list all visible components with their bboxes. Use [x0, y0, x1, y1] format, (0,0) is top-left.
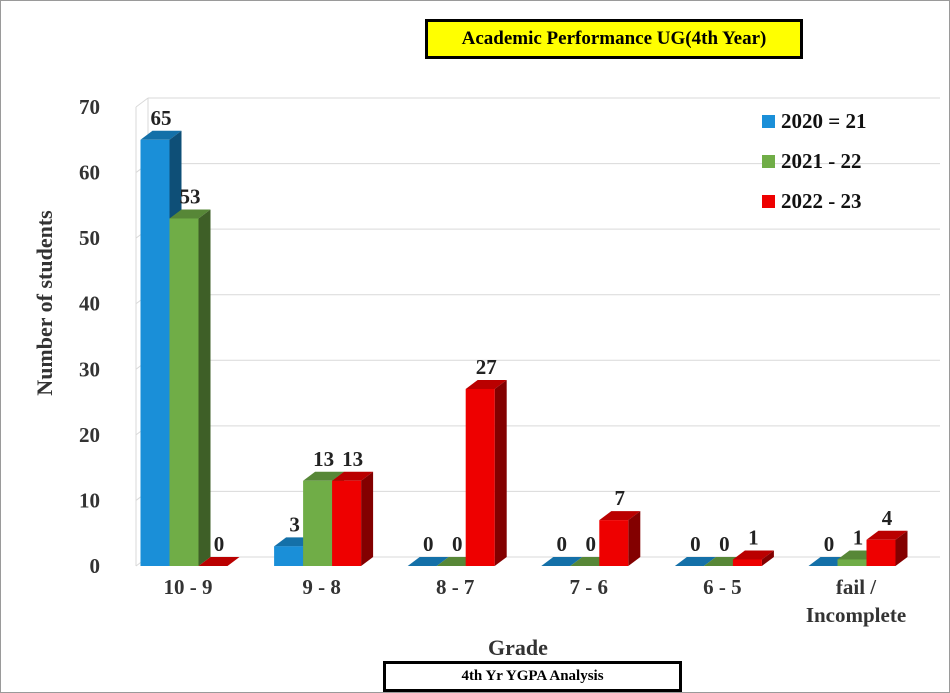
data-label: 13	[342, 447, 363, 471]
data-label: 1	[853, 525, 864, 549]
data-label: 0	[557, 532, 568, 556]
chart-caption: 4th Yr YGPA Analysis	[461, 668, 604, 684]
bar-top	[303, 471, 345, 481]
legend-swatch	[762, 115, 775, 128]
bar	[140, 139, 170, 567]
bar-side	[628, 511, 641, 566]
bar-top	[407, 557, 449, 566]
data-label: 0	[586, 532, 597, 556]
data-label: 65	[151, 106, 172, 130]
y-tick-label: 70	[79, 95, 100, 119]
legend-label: 2022 - 23	[781, 189, 862, 213]
bar	[599, 520, 629, 566]
bar-top	[198, 557, 240, 566]
y-tick-label: 50	[79, 226, 100, 250]
x-tick-label: 6 - 5	[703, 575, 742, 599]
data-label: 1	[748, 525, 759, 549]
data-label: 0	[719, 532, 730, 556]
legend-label: 2021 - 22	[781, 149, 862, 173]
x-tick-label: 8 - 7	[436, 575, 475, 599]
data-label: 0	[452, 532, 463, 556]
chart-caption-box: 4th Yr YGPA Analysis	[383, 661, 682, 692]
bar	[274, 546, 304, 566]
data-label: 0	[824, 532, 835, 556]
y-tick-label: 10	[79, 488, 100, 512]
data-label: 0	[690, 532, 701, 556]
bar-top	[866, 530, 908, 540]
data-label: 0	[423, 532, 434, 556]
data-label: 13	[313, 447, 334, 471]
bar-top	[732, 550, 774, 560]
bar-top	[599, 511, 641, 521]
bar-top	[332, 471, 374, 481]
y-tick-label: 0	[90, 554, 101, 578]
y-tick-label: 20	[79, 423, 100, 447]
legend-swatch	[762, 195, 775, 208]
data-label: 7	[615, 486, 626, 510]
legend-swatch	[762, 155, 775, 168]
x-tick-label: 7 - 6	[570, 575, 609, 599]
x-tick-label: Incomplete	[806, 603, 906, 627]
bar	[303, 480, 333, 566]
x-tick-label: 10 - 9	[164, 575, 213, 599]
y-tick-label: 60	[79, 161, 100, 185]
x-axis-title: Grade	[488, 635, 548, 660]
bar-top	[674, 557, 716, 566]
bar	[465, 388, 495, 566]
data-label: 4	[882, 506, 893, 530]
y-tick-label: 30	[79, 357, 100, 381]
legend-label: 2020 = 21	[781, 109, 866, 133]
gridline-depth	[135, 97, 149, 108]
data-label: 3	[289, 512, 300, 536]
y-tick-label: 40	[79, 292, 100, 316]
data-label: 0	[214, 532, 225, 556]
data-label: 53	[180, 184, 201, 208]
chart-title: Academic Performance UG(4th Year)	[461, 28, 767, 49]
bar-top	[140, 130, 182, 140]
bar-top	[541, 557, 583, 566]
bar-side	[361, 471, 374, 566]
bar-top	[169, 209, 211, 219]
bar	[332, 480, 362, 566]
bar-side	[761, 550, 774, 566]
x-tick-label: fail /	[836, 575, 877, 599]
y-axis-title: Number of students	[32, 210, 57, 396]
bar	[732, 559, 762, 566]
bar-top	[465, 379, 507, 389]
x-tick-label: 9 - 8	[302, 575, 341, 599]
bar-side	[895, 530, 908, 566]
bar	[866, 539, 896, 566]
chart-title-box: Academic Performance UG(4th Year)	[425, 19, 803, 59]
bar-side	[198, 209, 211, 566]
bar-side	[494, 379, 507, 566]
bar	[837, 559, 867, 566]
bar	[169, 218, 199, 566]
data-label: 27	[476, 355, 497, 379]
